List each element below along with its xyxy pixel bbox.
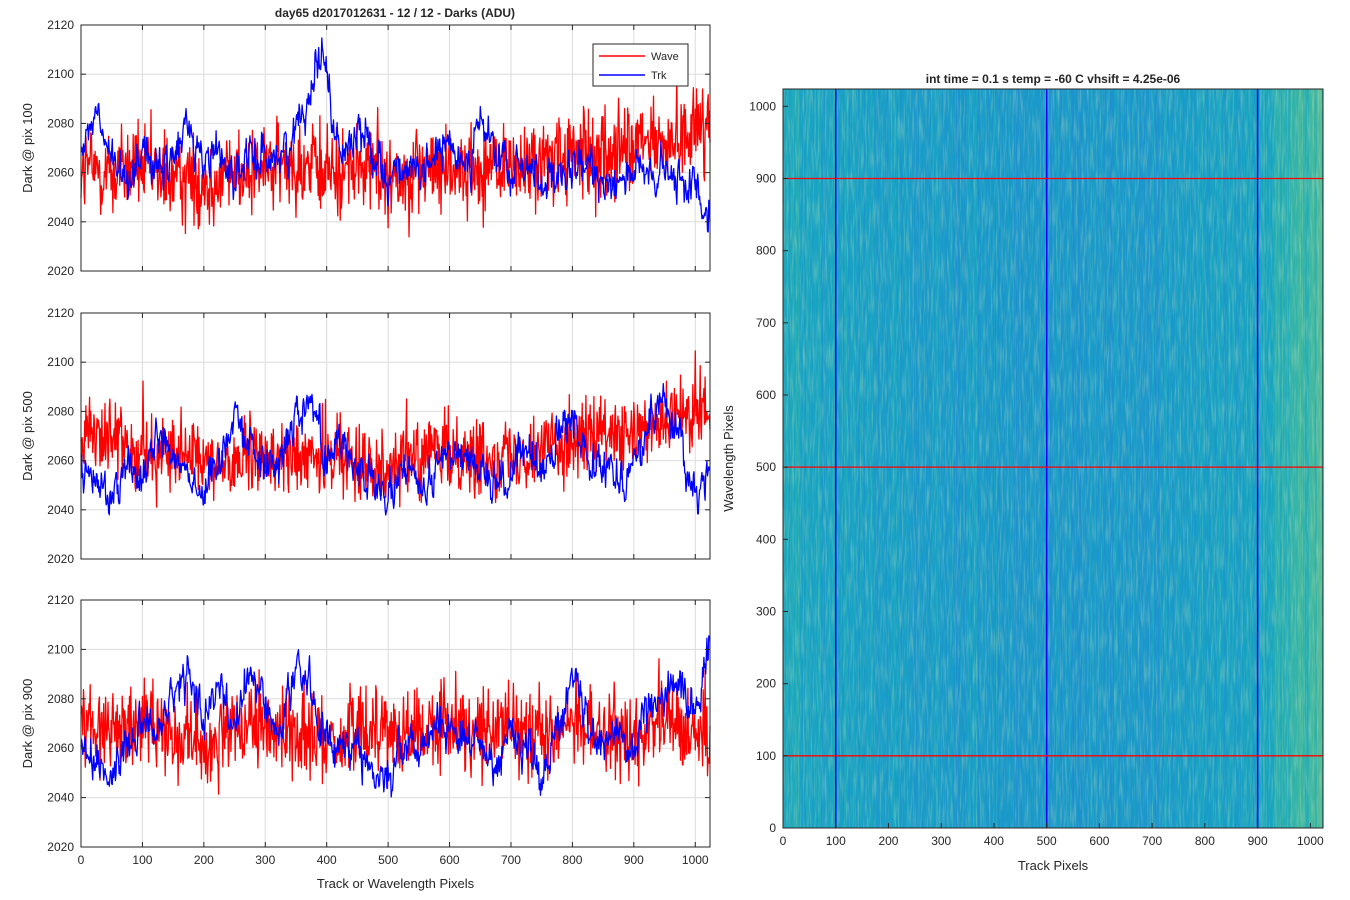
legend-label-wave: Wave [651,51,679,63]
y-tick-label: 2040 [47,791,74,805]
y-tick-label: 2120 [47,18,74,32]
heatmap-title: int time = 0.1 s temp = -60 C vhsift = 4… [926,72,1181,86]
heatmap-image [783,89,1323,828]
panel-dark-pix-900: 0 100 200 300 400 500 600 700 800 900 1000 2020 2040… [20,593,711,891]
y-tick-label: 2120 [47,306,74,320]
y-axis-label: Wavelength Pixels [721,405,736,512]
heatmap-texture [783,89,1323,828]
x-tick-label: 300 [255,853,275,867]
x-tick-label: 0 [78,853,85,867]
axes-frame [80,24,711,272]
y-tick-label: 2080 [47,404,74,418]
y-tick-label: 900 [756,171,776,185]
x-tick-label: 200 [194,853,214,867]
x-tick-label: 1000 [682,853,709,867]
y-tick-label: 200 [756,677,776,691]
x-tick-label: 900 [624,853,644,867]
panel-dark-pix-500: 2020 2040 2060 2080 2100 2120 Dark @ pix 500 [20,306,711,566]
figure-title: day65 d2017012631 - 12 / 12 - Darks (ADU… [275,6,515,20]
panel-dark-pix-100: 2020 2040 2060 2080 2100 2120 Dark @ pix 100 Wa… [20,18,711,278]
series-line-trk [80,382,711,516]
x-tick-label: 800 [1195,834,1215,848]
y-tick-label: 2040 [47,215,74,229]
y-axis-label: Dark @ pix 100 [20,103,35,193]
y-tick-label: 2100 [47,642,74,656]
x-tick-label: 1000 [1297,834,1324,848]
y-tick-label: 2020 [47,264,74,278]
panel-dark-image: 0 100 200 300 400 500 600 700 800 900 1000 0 100 200 3… [721,72,1324,873]
x-tick-label: 900 [1248,834,1268,848]
y-tick-label: 2040 [47,503,74,517]
x-tick-label: 200 [878,834,898,848]
x-tick-label: 100 [132,853,152,867]
axes-frame [782,88,1324,829]
y-tick-label: 300 [756,604,776,618]
y-tick-label: 2080 [47,692,74,706]
x-axis-label: Track Pixels [1018,858,1089,873]
y-tick-label: 2060 [47,741,74,755]
y-tick-label: 2020 [47,840,74,854]
y-tick-label: 2120 [47,593,74,607]
series-line-wave [80,350,711,508]
y-tick-label: 2100 [47,67,74,81]
x-tick-label: 600 [440,853,460,867]
y-tick-label: 400 [756,532,776,546]
x-tick-label: 800 [562,853,582,867]
y-tick-label: 100 [756,749,776,763]
y-tick-label: 0 [769,821,776,835]
y-axis-label: Dark @ pix 900 [20,679,35,769]
series-line-trk [80,635,711,798]
y-tick-label: 2080 [47,116,74,130]
series-line-trk [80,37,711,233]
y-tick-label: 2060 [47,166,74,180]
x-tick-label: 400 [317,853,337,867]
y-tick-label: 700 [756,316,776,330]
y-axis-label: Dark @ pix 500 [20,391,35,481]
legend-box [592,43,689,87]
x-tick-label: 500 [378,853,398,867]
x-tick-label: 0 [780,834,787,848]
y-tick-label: 600 [756,388,776,402]
x-tick-label: 300 [931,834,951,848]
axes-frame [80,599,711,848]
series-line-wave [80,73,711,238]
y-tick-label: 1000 [749,99,776,113]
x-tick-label: 500 [1037,834,1057,848]
legend: Wave Trk [592,43,689,87]
x-tick-label: 400 [984,834,1004,848]
y-tick-label: 2020 [47,552,74,566]
y-tick-label: 2100 [47,355,74,369]
x-tick-label: 100 [826,834,846,848]
axes-frame [80,312,711,560]
x-tick-label: 700 [501,853,521,867]
y-tick-label: 2060 [47,454,74,468]
y-tick-label: 500 [756,460,776,474]
x-axis-label: Track or Wavelength Pixels [317,876,475,891]
x-tick-label: 600 [1089,834,1109,848]
y-tick-label: 800 [756,244,776,258]
legend-label-trk: Trk [651,70,667,82]
x-tick-label: 700 [1142,834,1162,848]
